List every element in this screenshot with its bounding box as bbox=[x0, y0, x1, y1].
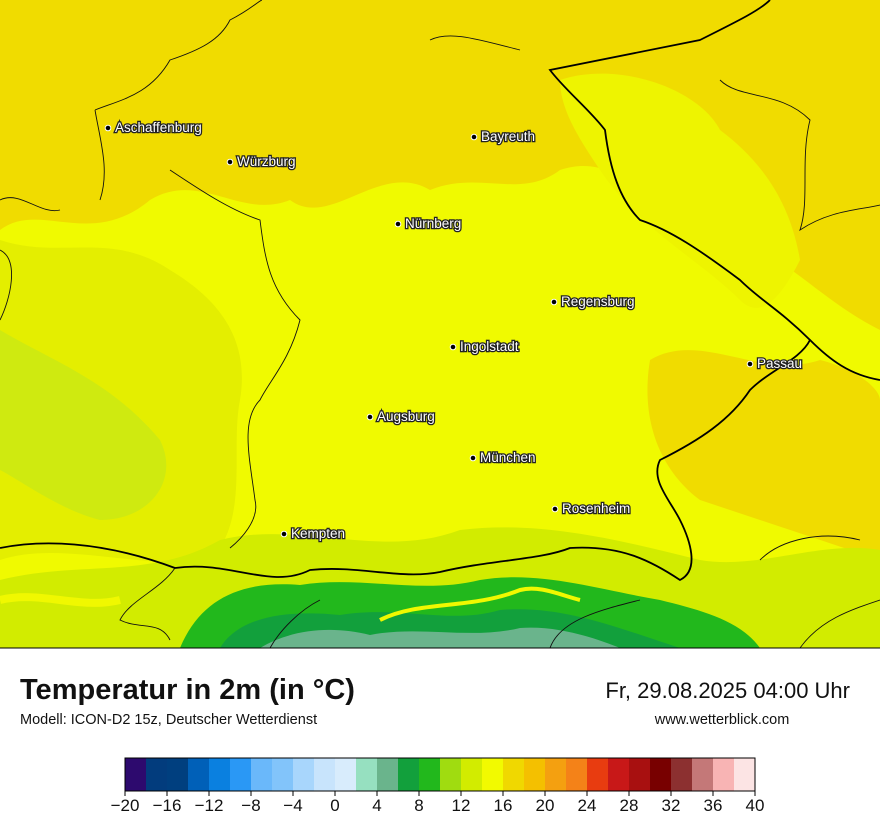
city-label: Kempten bbox=[291, 526, 345, 541]
city-label: Würzburg bbox=[237, 154, 296, 169]
state-border bbox=[809, 339, 880, 381]
city-label: Augsburg bbox=[377, 409, 435, 424]
colorbar-bin bbox=[671, 758, 692, 791]
city-dot bbox=[469, 454, 477, 462]
colorbar-bin bbox=[146, 758, 167, 791]
colorbar-bin bbox=[482, 758, 503, 791]
colorbar-tick-label: 16 bbox=[494, 796, 513, 815]
colorbar-bin bbox=[167, 758, 188, 791]
subtitle: Modell: ICON-D2 15z, Deutscher Wetterdie… bbox=[20, 712, 317, 728]
city-labels: Aschaffenburg Würzburg Bayreuth Nürnberg Reg… bbox=[104, 119, 803, 542]
map bbox=[0, 0, 880, 649]
city-label: Passau bbox=[757, 356, 802, 371]
alpine-peaks bbox=[260, 627, 620, 648]
colorbar-bin bbox=[440, 758, 461, 791]
colorbar-bin bbox=[545, 758, 566, 791]
colorbar-bin bbox=[272, 758, 293, 791]
colorbar-bin bbox=[524, 758, 545, 791]
colorbar-tick-label: 4 bbox=[372, 796, 381, 815]
city-dot bbox=[449, 343, 457, 351]
colorbar-bin bbox=[503, 758, 524, 791]
warm-region bbox=[647, 350, 880, 560]
colorbar-bin bbox=[125, 758, 146, 791]
colorbar-bin bbox=[713, 758, 734, 791]
city-dot bbox=[280, 530, 288, 538]
colorbar-tick-label: 0 bbox=[330, 796, 339, 815]
colorbar-bin bbox=[461, 758, 482, 791]
colorbar: −20 −16 −12 −8 −4 0 4 8 12 16 20 24 28 32 36 40 bbox=[111, 757, 765, 815]
country-border bbox=[119, 535, 880, 649]
colorbar-bin bbox=[188, 758, 209, 791]
colorbar-tick-label: 40 bbox=[746, 796, 765, 815]
colorbar-bin bbox=[587, 758, 608, 791]
valley bbox=[0, 593, 121, 607]
city-dot bbox=[550, 298, 558, 306]
warm-region bbox=[0, 0, 880, 330]
colorbar-bin bbox=[629, 758, 650, 791]
city-label: Rosenheim bbox=[562, 501, 630, 516]
city-dot bbox=[366, 413, 374, 421]
colorbar-frame bbox=[124, 757, 756, 792]
website: www.wetterblick.com bbox=[654, 712, 790, 728]
colorbar-tick-label: −16 bbox=[153, 796, 182, 815]
colorbar-bin bbox=[209, 758, 230, 791]
city-dot bbox=[226, 158, 234, 166]
colorbar-tick-label: 12 bbox=[452, 796, 471, 815]
city-dot bbox=[470, 133, 478, 141]
colorbar-tick-label: 28 bbox=[620, 796, 639, 815]
colorbar-bin bbox=[377, 758, 398, 791]
colorbar-tick-label: 32 bbox=[662, 796, 681, 815]
colorbar-tick-label: −8 bbox=[241, 796, 260, 815]
colorbar-bin bbox=[251, 758, 272, 791]
valley bbox=[379, 586, 581, 622]
city-label: Nürnberg bbox=[405, 216, 461, 231]
city-dot bbox=[394, 220, 402, 228]
colorbar-bin bbox=[398, 758, 419, 791]
colorbar-tick-label: −20 bbox=[111, 796, 140, 815]
colorbar-bin bbox=[293, 758, 314, 791]
colorbar-bin bbox=[734, 758, 755, 791]
datetime: Fr, 29.08.2025 04:00 Uhr bbox=[605, 678, 850, 703]
colorbar-bin bbox=[608, 758, 629, 791]
colorbar-bin bbox=[314, 758, 335, 791]
city-label: Regensburg bbox=[561, 294, 635, 309]
city-dot bbox=[746, 360, 754, 368]
colorbar-tick-label: −4 bbox=[283, 796, 302, 815]
colorbar-tick-label: 36 bbox=[704, 796, 723, 815]
city-dot bbox=[104, 124, 112, 132]
city-label: Ingolstadt bbox=[460, 339, 519, 354]
plain-region bbox=[560, 73, 800, 308]
city-label: München bbox=[480, 450, 536, 465]
colorbar-bin bbox=[650, 758, 671, 791]
colorbar-tick-label: 20 bbox=[536, 796, 555, 815]
city-label: Bayreuth bbox=[481, 129, 535, 144]
title: Temperatur in 2m (in °C) bbox=[20, 674, 355, 706]
state-border bbox=[0, 0, 812, 582]
colorbar-tick-label: 24 bbox=[578, 796, 597, 815]
colorbar-bin bbox=[335, 758, 356, 791]
city-dot bbox=[551, 505, 559, 513]
cool-region bbox=[0, 330, 167, 520]
colorbar-bin bbox=[692, 758, 713, 791]
colorbar-bin bbox=[419, 758, 440, 791]
colorbar-bin bbox=[356, 758, 377, 791]
colorbar-tick-label: 8 bbox=[414, 796, 423, 815]
colorbar-bin bbox=[230, 758, 251, 791]
region-border bbox=[0, 0, 880, 549]
colorbar-bin bbox=[566, 758, 587, 791]
city-label: Aschaffenburg bbox=[115, 120, 202, 135]
colorbar-tick-label: −12 bbox=[195, 796, 224, 815]
